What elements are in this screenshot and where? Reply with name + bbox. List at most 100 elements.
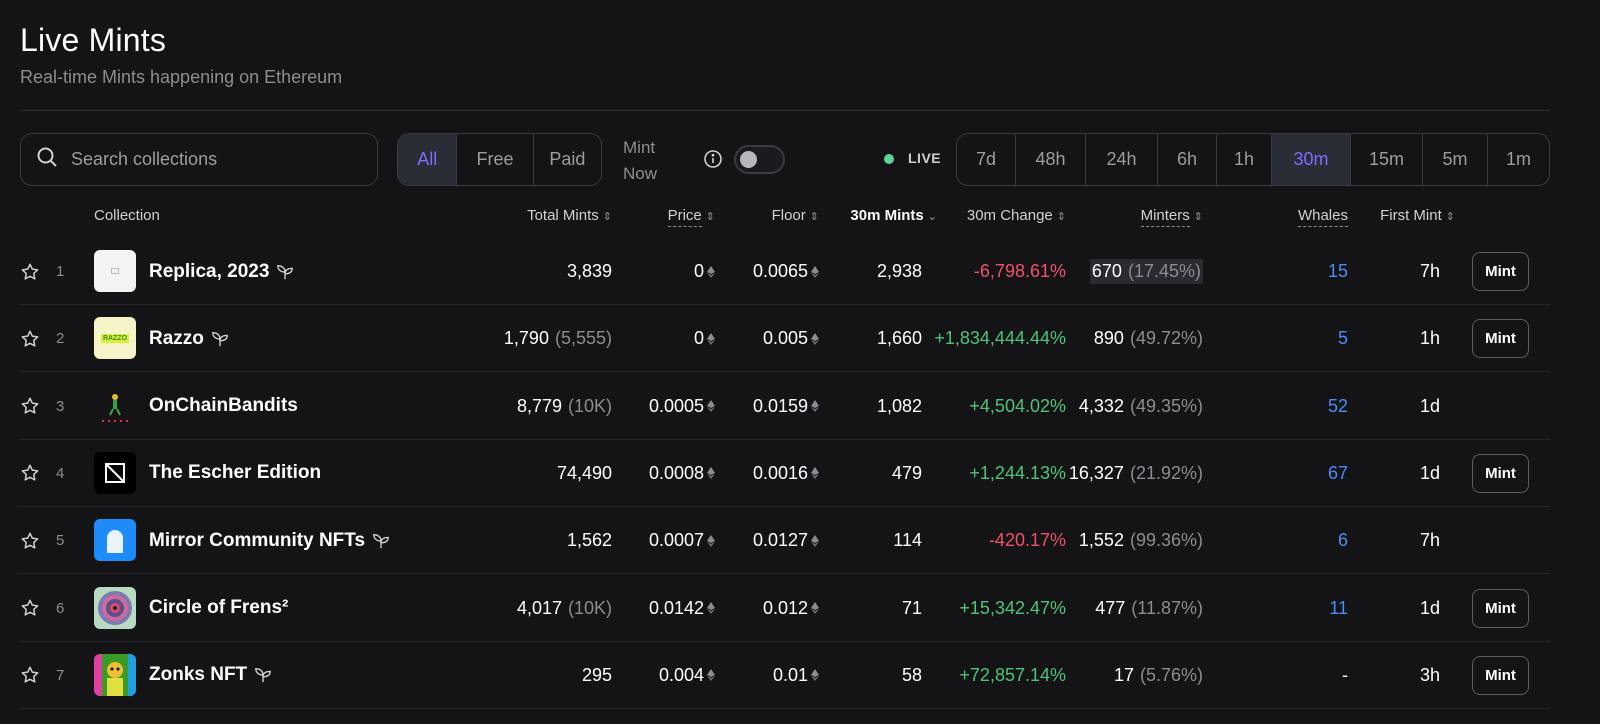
mint-now-label: Mint Now xyxy=(623,138,658,183)
col-floor[interactable]: Floor ⇕ xyxy=(740,207,819,224)
floor-value: 0.0127 xyxy=(752,530,808,551)
range-5m[interactable]: 5m xyxy=(1423,134,1488,185)
col-first-mint[interactable]: First Mint ⇕ xyxy=(1360,207,1455,224)
whales[interactable]: 5 xyxy=(1337,328,1348,349)
minters-value: 890 xyxy=(1093,328,1124,349)
col-whales-label: Whales xyxy=(1297,207,1348,227)
table-row[interactable]: 4 The Escher Edition 74,490 0.0008 0.0016 479… xyxy=(20,440,1550,507)
range-1m[interactable]: 1m xyxy=(1505,149,1531,169)
collection-name[interactable]: Razzo xyxy=(149,305,229,372)
period-change: +1,834,444.44% xyxy=(934,328,1066,349)
type-filter: All Free Paid xyxy=(397,133,602,186)
table-row[interactable]: 2 RAZZO Razzo 1,790 (5,555) 0 0.005 1,660 +1,834… xyxy=(20,305,1550,373)
range-48h[interactable]: 48h xyxy=(1016,134,1086,185)
search-input[interactable] xyxy=(71,149,361,170)
table-row[interactable]: 3 OnChainBandits 8,779 (10K) 0.0005 0.0159 1,0… xyxy=(20,373,1550,440)
filter-all[interactable]: All xyxy=(398,134,458,185)
total-mints: 1,790 (5,555) xyxy=(440,305,612,372)
table-row[interactable]: 1 Replica, 2023 3,839 0 0.0065 2,938 -6,798.61… xyxy=(20,238,1550,305)
col-30m-change[interactable]: 30m Change ⇕ xyxy=(945,207,1066,224)
first-mint: 3h xyxy=(1419,664,1440,685)
period-mints: 58 xyxy=(901,664,922,685)
col-total-mints[interactable]: Total Mints ⇕ xyxy=(470,207,612,224)
whales[interactable]: 6 xyxy=(1337,530,1348,551)
minters-value: 1,552 xyxy=(1078,530,1124,551)
favorite-button[interactable] xyxy=(20,238,40,305)
collection-name-text: Razzo xyxy=(149,327,204,349)
whales[interactable]: 15 xyxy=(1327,261,1348,281)
mint-button[interactable]: Mint xyxy=(1472,319,1529,359)
price-value: 0.0008 xyxy=(648,462,704,483)
period-mints: 2,938 xyxy=(876,261,922,281)
range-7d[interactable]: 7d xyxy=(957,134,1016,185)
sort-icon: ⇕ xyxy=(602,211,612,223)
minters-box: 16,327 (21.92%) xyxy=(1069,463,1203,484)
col-price-label: Price xyxy=(667,207,702,227)
sprout-icon xyxy=(373,533,389,548)
col-collection: Collection xyxy=(94,207,160,224)
range-6h[interactable]: 6h xyxy=(1158,134,1217,185)
eth-icon xyxy=(811,669,819,682)
first-mint: 7h xyxy=(1419,530,1440,551)
favorite-button[interactable] xyxy=(20,373,40,440)
collection-name[interactable]: OnChainBandits xyxy=(149,373,298,440)
collection-name[interactable]: The Escher Edition xyxy=(149,440,321,507)
first-mint: 7h xyxy=(1419,261,1440,281)
minters-percent: (49.72%) xyxy=(1129,328,1203,349)
col-minters[interactable]: Minters ⇕ xyxy=(1100,207,1203,227)
minters: 16,327 (21.92%) xyxy=(1060,440,1203,507)
col-price[interactable]: Price ⇕ xyxy=(640,207,715,227)
whales[interactable]: 67 xyxy=(1327,462,1348,483)
favorite-button[interactable] xyxy=(20,575,40,642)
search-box[interactable] xyxy=(20,133,378,186)
price-value: 0.0142 xyxy=(648,597,704,618)
favorite-button[interactable] xyxy=(20,507,40,574)
price: 0.0008 xyxy=(620,440,715,507)
minters: 890 (49.72%) xyxy=(1060,305,1203,372)
collection-name[interactable]: Zonks NFT xyxy=(149,642,272,709)
favorite-button[interactable] xyxy=(20,642,40,709)
total-mints: 3,839 xyxy=(440,238,612,305)
range-24h[interactable]: 24h xyxy=(1086,134,1158,185)
collection-name[interactable]: Mirror Community NFTs xyxy=(149,507,390,574)
favorite-button[interactable] xyxy=(20,440,40,507)
info-icon[interactable] xyxy=(703,149,723,169)
sort-icon: ⇕ xyxy=(809,211,819,223)
range-15m[interactable]: 15m xyxy=(1351,134,1423,185)
floor: 0.0065 xyxy=(720,238,819,305)
mint-button[interactable]: Mint xyxy=(1472,588,1529,628)
col-30m-mints[interactable]: 30m Mints ⌄ xyxy=(820,207,937,224)
floor-value: 0.01 xyxy=(772,664,808,685)
range-30m[interactable]: 30m xyxy=(1272,134,1351,185)
minters: 4,332 (49.35%) xyxy=(1060,373,1203,440)
floor-value: 0.012 xyxy=(762,597,808,618)
collection-name[interactable]: Replica, 2023 xyxy=(149,238,294,305)
whales[interactable]: 52 xyxy=(1327,395,1348,416)
collection-name[interactable]: Circle of Frens² xyxy=(149,575,288,642)
mint-button[interactable]: Mint xyxy=(1472,453,1529,493)
filter-free[interactable]: Free xyxy=(457,134,534,185)
minters-percent: (49.35%) xyxy=(1129,395,1203,416)
col-whales[interactable]: Whales xyxy=(1270,207,1348,227)
price: 0.0142 xyxy=(620,575,715,642)
eth-icon xyxy=(811,467,819,480)
star-icon xyxy=(21,599,39,616)
range-1h[interactable]: 1h xyxy=(1217,134,1272,185)
floor: 0.01 xyxy=(720,642,819,709)
favorite-button[interactable] xyxy=(20,305,40,372)
minters-value: 4,332 xyxy=(1078,395,1124,416)
table-row[interactable]: 7 Zonks NFT 295 0.004 0.01 58 +72,857.14% 17 (5.… xyxy=(20,642,1550,709)
table-row[interactable]: 6 Circle of Frens² 4,017 (10K) 0.0142 0.012 71… xyxy=(20,575,1550,642)
mint-now-toggle[interactable] xyxy=(734,145,785,174)
eth-icon xyxy=(811,332,819,345)
filter-paid[interactable]: Paid xyxy=(549,149,586,169)
table-row[interactable]: 5 Mirror Community NFTs 1,562 0.0007 0.0127 1… xyxy=(20,507,1550,575)
row-rank: 1 xyxy=(56,263,65,280)
minters-box: 890 (49.72%) xyxy=(1094,328,1203,349)
minters-value: 670 xyxy=(1091,261,1122,281)
whales[interactable]: 11 xyxy=(1329,597,1348,618)
mint-button[interactable]: Mint xyxy=(1472,252,1529,291)
minters: 17 (5.76%) xyxy=(1060,642,1203,709)
period-change: +72,857.14% xyxy=(959,664,1066,685)
mint-button[interactable]: Mint xyxy=(1472,655,1529,695)
